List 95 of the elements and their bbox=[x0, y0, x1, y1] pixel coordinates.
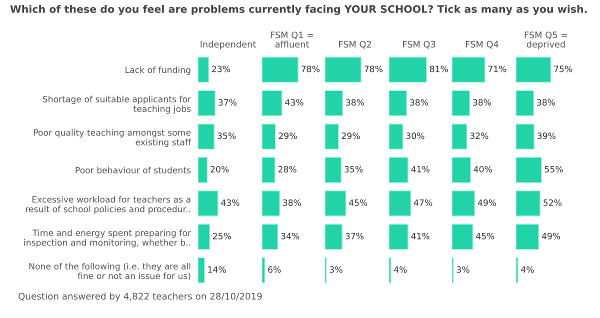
y-tick-label: Excessive workload for teachers as a result of school policies and procedur.. bbox=[26, 196, 190, 214]
data-label: 32% bbox=[470, 132, 488, 140]
bar bbox=[452, 56, 486, 83]
chart-title: FSM Q2 bbox=[339, 40, 371, 49]
bar bbox=[262, 157, 276, 183]
bar bbox=[389, 190, 412, 216]
data-label: 47% bbox=[414, 199, 432, 206]
y-tick-label: Poor quality teaching amongst some existing staff bbox=[34, 129, 192, 148]
text: Which of these do you feel are problems currently facing YOUR SCHOOL? Tick as many as you wish. bbox=[10, 4, 587, 16]
data-label: 28% bbox=[278, 166, 296, 172]
chart-title: FSM Q4 bbox=[466, 40, 498, 49]
chart-title: FSM Q3 bbox=[403, 40, 436, 49]
y-tick-label: Poor behaviour of students bbox=[76, 166, 191, 174]
data-label: 71% bbox=[488, 66, 506, 72]
data-label: 41% bbox=[411, 166, 430, 172]
bar bbox=[389, 124, 404, 150]
bar bbox=[452, 90, 470, 116]
data-label: 41% bbox=[411, 232, 430, 240]
data-label: 23% bbox=[212, 66, 230, 72]
data-label: 20% bbox=[210, 166, 229, 172]
bar bbox=[262, 190, 280, 216]
bar bbox=[325, 90, 344, 116]
data-label: 45% bbox=[476, 232, 494, 240]
bar bbox=[452, 124, 468, 150]
data-label: 4% bbox=[394, 266, 407, 273]
data-label: 78% bbox=[364, 66, 383, 72]
bar bbox=[516, 190, 540, 216]
data-label: 34% bbox=[281, 232, 300, 240]
bar bbox=[325, 157, 342, 183]
bar bbox=[262, 257, 266, 284]
bar bbox=[389, 56, 427, 83]
data-label: 25% bbox=[212, 232, 232, 240]
bar bbox=[516, 56, 552, 83]
bar bbox=[198, 90, 216, 116]
chart-title: FSM Q1 = affluent bbox=[270, 32, 314, 48]
data-label: 43% bbox=[221, 199, 240, 206]
data-label: 49% bbox=[478, 199, 496, 206]
data-label: 30% bbox=[406, 132, 424, 140]
bar bbox=[389, 90, 408, 116]
data-label: 75% bbox=[554, 66, 572, 72]
bar bbox=[198, 190, 218, 216]
data-label: 6% bbox=[268, 266, 281, 273]
bar bbox=[325, 56, 362, 83]
bar bbox=[389, 157, 408, 183]
bar bbox=[325, 190, 346, 216]
text: Question answered by 4,822 teachers on 28/10/2019 bbox=[18, 292, 262, 302]
data-label: 45% bbox=[349, 199, 368, 206]
data-label: 40% bbox=[474, 166, 492, 172]
bar bbox=[516, 124, 534, 150]
y-tick-label: Time and energy spent preparing for inspection and monitoring, whether b.. bbox=[24, 229, 192, 248]
bar bbox=[262, 224, 278, 250]
data-label: 38% bbox=[473, 99, 492, 106]
data-label: 38% bbox=[537, 99, 556, 106]
bar bbox=[325, 124, 339, 150]
data-label: 37% bbox=[218, 99, 237, 106]
data-label: 3% bbox=[330, 266, 342, 273]
data-label: 52% bbox=[544, 199, 562, 206]
data-label: 14% bbox=[208, 266, 226, 273]
data-label: 39% bbox=[537, 132, 556, 140]
data-label: 38% bbox=[410, 99, 428, 106]
data-label: 43% bbox=[285, 99, 304, 106]
bar bbox=[198, 56, 210, 83]
bar bbox=[262, 90, 282, 116]
data-label: 35% bbox=[218, 132, 236, 140]
data-label: 38% bbox=[346, 99, 364, 106]
bar bbox=[516, 224, 540, 250]
bar bbox=[198, 257, 205, 284]
bar bbox=[198, 124, 215, 150]
bar bbox=[262, 56, 299, 83]
data-label: 55% bbox=[544, 166, 563, 172]
data-label: 29% bbox=[278, 132, 297, 140]
bar bbox=[516, 90, 534, 116]
data-label: 4% bbox=[521, 266, 534, 273]
y-tick-label: None of the following (i.e. they are all fine or not an issue for us) bbox=[29, 262, 190, 280]
data-label: 49% bbox=[542, 232, 560, 240]
bar bbox=[389, 224, 408, 250]
chart-title: FSM Q5 = deprived bbox=[524, 32, 568, 50]
data-label: 38% bbox=[283, 199, 302, 206]
data-label: 35% bbox=[344, 166, 363, 172]
bar bbox=[516, 157, 542, 183]
data-label: 81% bbox=[430, 66, 448, 72]
data-label: 78% bbox=[302, 66, 320, 72]
data-label: 29% bbox=[342, 132, 360, 140]
bar bbox=[262, 124, 276, 150]
data-label: 37% bbox=[346, 232, 364, 240]
chart-title: Independent bbox=[200, 40, 256, 50]
bar bbox=[325, 224, 343, 250]
bar bbox=[452, 157, 471, 183]
y-tick-label: Lack of funding bbox=[126, 66, 190, 75]
bar bbox=[452, 190, 476, 216]
y-tick-label: Shortage of suitable applicants for teaching jobs bbox=[42, 96, 192, 114]
data-label: 3% bbox=[456, 266, 470, 273]
bar bbox=[198, 157, 208, 183]
bar bbox=[452, 224, 474, 250]
bar bbox=[198, 224, 210, 250]
